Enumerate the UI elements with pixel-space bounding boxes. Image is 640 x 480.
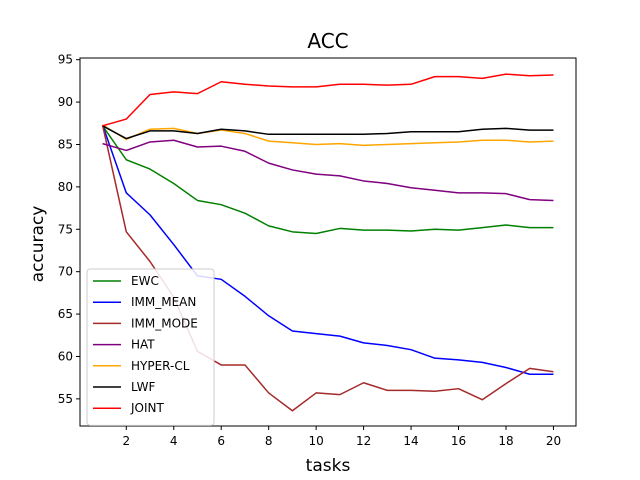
y-tick-label: 75 (58, 222, 73, 236)
legend: EWC IMM_MEAN IMM_MODE HAT HYPER-CL LWF JOINT (86, 268, 215, 426)
x-tick-label: 6 (217, 434, 225, 448)
y-tick-label: 55 (58, 392, 73, 406)
chart-title: ACC (307, 29, 348, 53)
y-tick-label: 85 (58, 137, 73, 151)
series-line-hyper-cl (102, 124, 554, 147)
x-tick-label: 2 (122, 434, 130, 448)
x-tick-label: 16 (451, 434, 466, 448)
x-tick-label: 4 (170, 434, 178, 448)
y-tick-label: 70 (58, 265, 73, 279)
series-line-imm-mean (101, 124, 554, 376)
legend-label-imm-mode: IMM_MODE (131, 316, 198, 330)
series-line-lwf (102, 125, 554, 140)
y-tick-label: 60 (58, 349, 73, 363)
x-tick-label: 20 (546, 434, 561, 448)
legend-label-hat: HAT (131, 338, 155, 352)
x-tick-label: 12 (356, 434, 371, 448)
x-tick-label: 8 (265, 434, 273, 448)
x-tick-label: 14 (403, 434, 418, 448)
legend-label-lwf: LWF (131, 380, 155, 394)
series-line-joint (102, 73, 554, 127)
x-tick-label: 10 (308, 434, 323, 448)
y-axis-label: accuracy (28, 206, 48, 283)
y-tick-label: 95 (58, 53, 73, 67)
y-tick-label: 90 (58, 95, 73, 109)
legend-label-imm-mean: IMM_MEAN (131, 295, 196, 309)
plot-area: 2 4 6 8 10 12 14 16 18 20 55 60 65 70 75 80 85 90 95 EWC IMM… (58, 53, 577, 448)
legend-label-ewc: EWC (131, 274, 159, 288)
x-tick-label: 18 (498, 434, 513, 448)
legend-label-joint: JOINT (130, 401, 165, 415)
legend-label-hyper-cl: HYPER-CL (131, 359, 190, 373)
axes-frame (79, 57, 577, 427)
series-line-ewc (101, 125, 554, 235)
x-axis-label: tasks (306, 456, 351, 476)
y-tick-label: 80 (58, 180, 73, 194)
series-line-hat (102, 139, 554, 202)
y-tick-label: 65 (58, 307, 73, 321)
